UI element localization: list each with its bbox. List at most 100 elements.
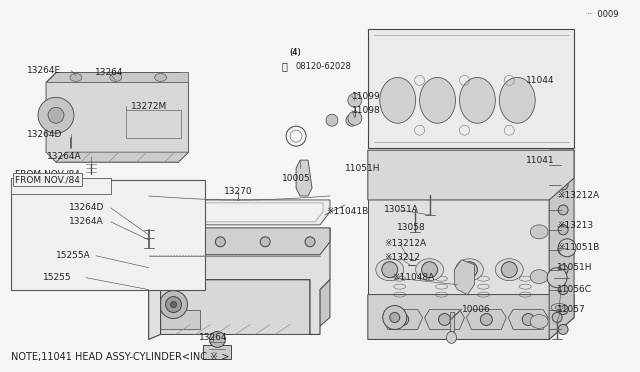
Ellipse shape <box>555 305 563 310</box>
Circle shape <box>305 237 315 247</box>
Polygon shape <box>148 228 330 339</box>
Polygon shape <box>368 150 574 200</box>
Circle shape <box>326 114 338 126</box>
Polygon shape <box>508 310 548 330</box>
Text: FROM NOV./84: FROM NOV./84 <box>15 170 80 179</box>
Circle shape <box>558 180 568 190</box>
Polygon shape <box>383 310 422 330</box>
Text: 13051A: 13051A <box>384 205 419 214</box>
Circle shape <box>260 237 270 247</box>
Circle shape <box>558 305 568 314</box>
Text: 13264: 13264 <box>95 68 123 77</box>
Bar <box>11 178 111 194</box>
Circle shape <box>348 93 362 107</box>
Ellipse shape <box>495 259 524 280</box>
Circle shape <box>558 239 576 257</box>
Text: 11041: 11041 <box>526 155 555 164</box>
Circle shape <box>558 225 568 235</box>
Ellipse shape <box>110 73 122 81</box>
Text: ※13212A: ※13212A <box>557 192 599 201</box>
Circle shape <box>390 312 400 323</box>
Circle shape <box>501 262 517 278</box>
Text: (4): (4) <box>289 48 301 57</box>
Ellipse shape <box>70 73 82 81</box>
Ellipse shape <box>530 270 548 283</box>
Polygon shape <box>139 200 330 225</box>
Polygon shape <box>368 29 574 148</box>
Ellipse shape <box>499 77 535 123</box>
Circle shape <box>166 296 182 312</box>
Ellipse shape <box>420 77 456 123</box>
Ellipse shape <box>415 259 444 280</box>
Circle shape <box>383 305 406 330</box>
Circle shape <box>522 314 534 326</box>
Circle shape <box>348 111 362 125</box>
Text: 15255A: 15255A <box>56 251 91 260</box>
Circle shape <box>163 270 182 290</box>
Text: 11044: 11044 <box>526 76 555 85</box>
Polygon shape <box>296 160 312 196</box>
Circle shape <box>382 262 397 278</box>
Circle shape <box>171 302 177 308</box>
Polygon shape <box>150 280 320 334</box>
Text: ※11051B: ※11051B <box>557 243 600 252</box>
Text: 13264: 13264 <box>199 333 228 342</box>
Circle shape <box>558 265 568 275</box>
Text: ··  0009: ·· 0009 <box>588 10 619 19</box>
Text: 08120-62028: 08120-62028 <box>295 62 351 71</box>
Text: Ⓑ: Ⓑ <box>281 61 287 71</box>
Ellipse shape <box>530 225 548 239</box>
Text: FROM NOV./84: FROM NOV./84 <box>15 175 80 184</box>
Text: 11098: 11098 <box>352 106 381 115</box>
Circle shape <box>209 331 225 347</box>
Text: ※13213: ※13213 <box>557 221 593 230</box>
Ellipse shape <box>551 304 567 311</box>
Ellipse shape <box>155 73 166 81</box>
Circle shape <box>552 312 562 323</box>
Ellipse shape <box>456 259 483 280</box>
Ellipse shape <box>530 180 548 194</box>
Text: 13264E: 13264E <box>27 66 61 75</box>
Polygon shape <box>148 228 330 255</box>
Bar <box>11 180 205 290</box>
Circle shape <box>558 324 568 334</box>
Circle shape <box>558 245 568 255</box>
Text: 11056C: 11056C <box>557 285 592 294</box>
Text: ※11048A: ※11048A <box>392 273 434 282</box>
Circle shape <box>438 314 451 326</box>
Polygon shape <box>56 152 189 162</box>
Text: 13264A: 13264A <box>47 152 82 161</box>
Ellipse shape <box>447 331 456 343</box>
Circle shape <box>558 285 568 295</box>
Circle shape <box>38 97 74 133</box>
Polygon shape <box>310 280 330 334</box>
Bar <box>204 346 231 359</box>
Text: 11099: 11099 <box>352 92 381 101</box>
Polygon shape <box>368 295 574 339</box>
Circle shape <box>481 314 492 326</box>
Circle shape <box>171 237 180 247</box>
Circle shape <box>461 262 477 278</box>
Circle shape <box>422 262 438 278</box>
Polygon shape <box>46 73 189 162</box>
Circle shape <box>216 237 225 247</box>
Circle shape <box>159 291 188 318</box>
Polygon shape <box>467 310 506 330</box>
Bar <box>125 110 180 138</box>
Text: 15255: 15255 <box>43 273 72 282</box>
Text: 13264A: 13264A <box>69 217 104 227</box>
Polygon shape <box>46 73 189 82</box>
Circle shape <box>346 114 358 126</box>
Text: 10005: 10005 <box>282 173 310 183</box>
Ellipse shape <box>460 77 495 123</box>
Polygon shape <box>424 310 465 330</box>
Ellipse shape <box>161 264 184 272</box>
Text: ※11041B: ※11041B <box>326 208 368 217</box>
Text: 11051H: 11051H <box>345 164 380 173</box>
Text: 10006: 10006 <box>461 305 490 314</box>
Circle shape <box>558 160 568 170</box>
Text: 13264D: 13264D <box>69 203 104 212</box>
Ellipse shape <box>376 259 404 280</box>
Circle shape <box>558 205 568 215</box>
Text: NOTE;11041 HEAD ASSY-CYLINDER<INC.※ >: NOTE;11041 HEAD ASSY-CYLINDER<INC.※ > <box>11 352 230 362</box>
